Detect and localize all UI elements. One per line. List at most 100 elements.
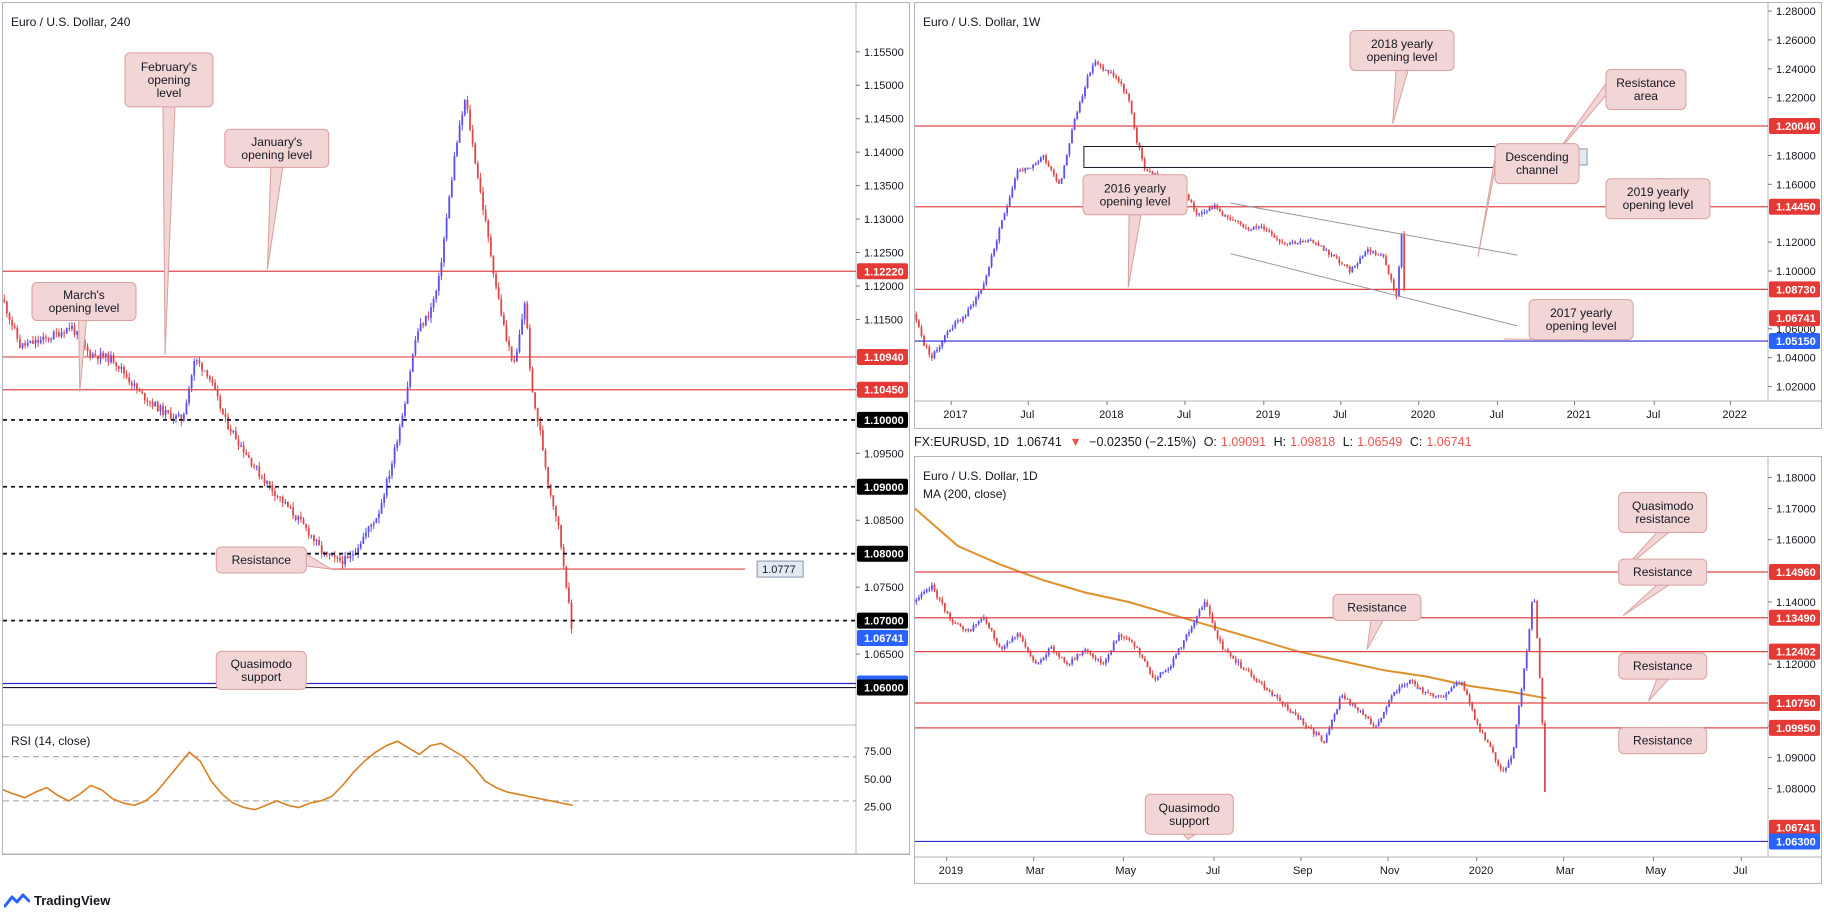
candle-body	[570, 602, 573, 629]
chart-h4-svg[interactable]: 1.15500 1.15000 1.14500 1.14000 1.13500 1.130…	[3, 3, 909, 854]
candle-body	[1221, 641, 1224, 650]
price-tag-bg	[857, 679, 908, 696]
candle-body	[1068, 663, 1071, 665]
segment-price-box	[756, 560, 804, 578]
candle-body	[1086, 649, 1089, 653]
tradingview-name: TradingView	[34, 892, 111, 908]
candle-body	[294, 515, 297, 520]
price-tick-label: 1.14500	[864, 114, 904, 126]
candle-body	[435, 290, 438, 300]
chart-title-d1: Euro / U.S. Dollar, 1D	[923, 469, 1038, 483]
candle-body	[1484, 732, 1487, 740]
callout-pointer	[1127, 214, 1142, 288]
chart-panel-w1[interactable]: Euro / U.S. Dollar, 1W 1.28000 1.26000 1.2…	[914, 2, 1822, 429]
candle-body	[424, 316, 427, 326]
candle-body	[1208, 207, 1211, 212]
candle-body	[1125, 91, 1128, 94]
candle-body	[1408, 680, 1411, 684]
candle-body	[1278, 239, 1281, 242]
candle-body	[341, 560, 344, 565]
price-tick-label: 1.09500	[864, 448, 904, 460]
candle-body	[1071, 129, 1073, 144]
price-tag-bg	[857, 411, 908, 428]
callout-text: resistance	[1635, 512, 1690, 526]
chart-panel-d1[interactable]: Euro / U.S. Dollar, 1D MA (200, close) 1…	[914, 456, 1822, 884]
candle-body	[47, 338, 50, 340]
tradingview-branding[interactable]: TradingView	[4, 890, 110, 910]
candle-body	[1130, 100, 1133, 114]
chart-w1-svg[interactable]: 1.28000 1.26000 1.24000 1.22000 1.18000 1.160…	[915, 3, 1821, 428]
callout-box	[124, 52, 214, 108]
candle-body	[562, 547, 565, 567]
candle-body	[339, 557, 341, 561]
candle-body	[409, 371, 412, 387]
candle-body	[1208, 606, 1211, 615]
candle-body	[1073, 658, 1076, 660]
candle-body	[11, 319, 14, 326]
candle-body	[1052, 169, 1055, 175]
candle-body	[58, 332, 60, 337]
chart-d1-svg[interactable]: 1.180001.170001.160001.140001.120001.100…	[915, 457, 1821, 883]
price-tick-label: 1.12000	[1776, 237, 1816, 249]
candle-body	[915, 599, 918, 602]
candle-body	[1252, 226, 1255, 230]
candle-body	[1424, 692, 1427, 694]
candle-body	[1065, 154, 1068, 166]
candle-body	[531, 368, 534, 393]
candle-body	[1364, 251, 1367, 257]
candle-body	[383, 495, 386, 503]
candle-body	[1141, 147, 1143, 159]
time-tick-label: Mar	[1026, 865, 1045, 877]
candle-body	[930, 354, 933, 359]
candle-body	[1169, 666, 1172, 669]
candle-body	[1247, 669, 1250, 671]
candle-body	[1110, 72, 1112, 74]
candle-body	[1008, 642, 1011, 644]
candle-body	[287, 501, 289, 508]
price-tick-label: 1.24000	[1776, 64, 1816, 76]
candle-body	[32, 340, 34, 344]
candle-body	[993, 249, 996, 256]
candle-body	[962, 626, 964, 630]
callout-pointer	[1648, 678, 1670, 702]
candle-body	[211, 379, 214, 383]
callout-box	[1332, 593, 1422, 621]
candle-body	[268, 481, 271, 485]
candle-body	[414, 340, 417, 355]
candle-body	[1375, 725, 1377, 727]
candle-body	[928, 346, 931, 355]
callout-box	[1082, 174, 1188, 216]
candle-body	[1328, 249, 1330, 255]
callout-pointer	[1366, 619, 1384, 650]
candle-body	[1385, 706, 1388, 712]
candle-body	[76, 331, 79, 335]
candle-body	[125, 373, 128, 378]
header-symbol[interactable]: FX:EURUSD, 1D	[914, 435, 1010, 449]
candle-body	[370, 524, 373, 527]
chart-panel-h4[interactable]: Euro / U.S. Dollar, 240 1.15500 1.15000 1.…	[2, 2, 910, 855]
candle-body	[1354, 703, 1357, 708]
candle-body	[1273, 694, 1276, 696]
candle-body	[318, 539, 321, 546]
candle-body	[250, 457, 253, 466]
candle-body	[1338, 258, 1341, 264]
price-tag-bg	[857, 629, 908, 646]
candle-body	[1429, 693, 1432, 695]
time-tick-label: 2018	[1099, 409, 1123, 421]
candle-body	[1403, 684, 1406, 686]
tradingview-logo-icon	[4, 893, 30, 908]
candle-body	[21, 343, 24, 348]
candle-body	[964, 629, 967, 631]
candle-body	[380, 502, 383, 514]
ma-indicator-label[interactable]: MA (200, close)	[923, 487, 1007, 501]
candle-body	[951, 327, 954, 330]
header-o-label: O:	[1203, 435, 1217, 449]
candle-body	[260, 476, 263, 478]
candle-body	[1123, 636, 1126, 638]
candle-body	[133, 383, 136, 386]
candle-body	[560, 525, 562, 548]
header-high: 1.09818	[1290, 435, 1336, 449]
candle-body	[1011, 637, 1014, 643]
candle-body	[1050, 166, 1053, 170]
callout-box	[224, 128, 330, 168]
